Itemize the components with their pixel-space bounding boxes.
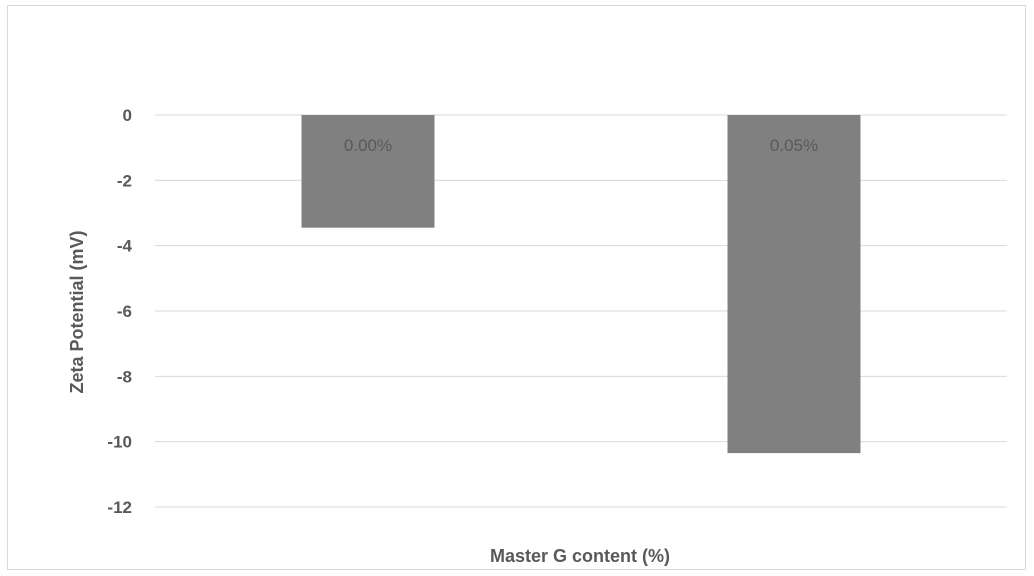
y-tick-label: -12 xyxy=(107,498,132,517)
y-tick-label: -10 xyxy=(107,433,132,452)
bars xyxy=(301,115,861,454)
data-label-2: 0.05% xyxy=(770,136,818,155)
bar-1 xyxy=(301,115,435,228)
y-tick-label: -8 xyxy=(117,367,132,386)
gridlines xyxy=(155,114,1007,508)
y-tick-label: -4 xyxy=(117,237,133,256)
data-labels: 0.00% 0.05% xyxy=(344,136,818,155)
y-tick-label: 0 xyxy=(123,106,132,125)
data-label-1: 0.00% xyxy=(344,136,392,155)
bar-2 xyxy=(727,115,861,454)
y-tick-label: -2 xyxy=(117,171,132,190)
y-axis-title: Zeta Potential (mV) xyxy=(67,230,87,393)
y-axis-ticks: 0 -2 -4 -6 -8 -10 -12 xyxy=(107,106,132,517)
y-tick-label: -6 xyxy=(117,302,132,321)
x-axis-title: Master G content (%) xyxy=(490,546,670,566)
